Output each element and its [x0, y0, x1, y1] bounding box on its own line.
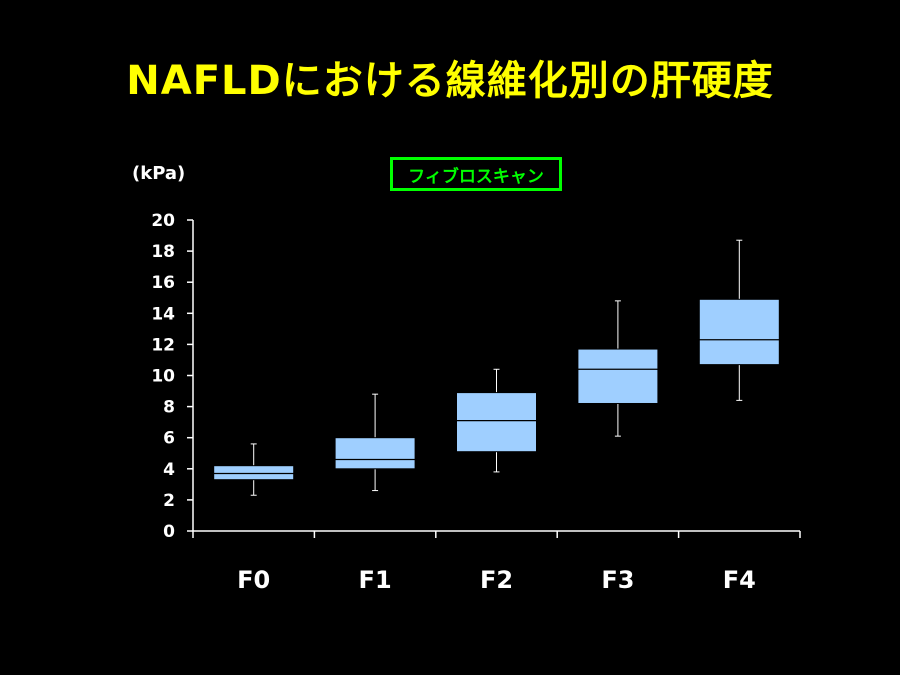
box-f3: [577, 348, 659, 404]
chart-title: NAFLDにおける線維化別の肝硬度: [126, 58, 774, 104]
method-label-box: フィブロスキャン: [390, 157, 562, 191]
box-f0: [213, 465, 295, 481]
y-tick-label: 16: [151, 273, 175, 293]
y-tick-label: 14: [151, 304, 175, 324]
y-tick-label: 4: [163, 460, 175, 480]
x-tick-label: F1: [359, 566, 392, 594]
method-label: フィブロスキャン: [408, 166, 544, 187]
box-f4: [698, 298, 780, 366]
y-tick-label: 8: [163, 398, 175, 418]
x-tick-label: F4: [723, 566, 756, 594]
box-f2: [456, 392, 537, 453]
x-tick-label: F0: [237, 566, 270, 594]
y-axis-unit-label: (kPa): [132, 163, 186, 184]
x-tick-label: F2: [480, 566, 513, 594]
y-tick-label: 6: [163, 429, 175, 449]
box-f1: [334, 437, 416, 470]
y-tick-label: 0: [163, 522, 175, 542]
y-tick-label: 10: [151, 367, 175, 387]
y-tick-label: 12: [151, 335, 175, 355]
y-tick-label: 18: [151, 242, 175, 262]
y-tick-label: 20: [151, 211, 175, 231]
x-tick-label: F3: [601, 566, 634, 594]
y-tick-label: 2: [163, 491, 175, 511]
